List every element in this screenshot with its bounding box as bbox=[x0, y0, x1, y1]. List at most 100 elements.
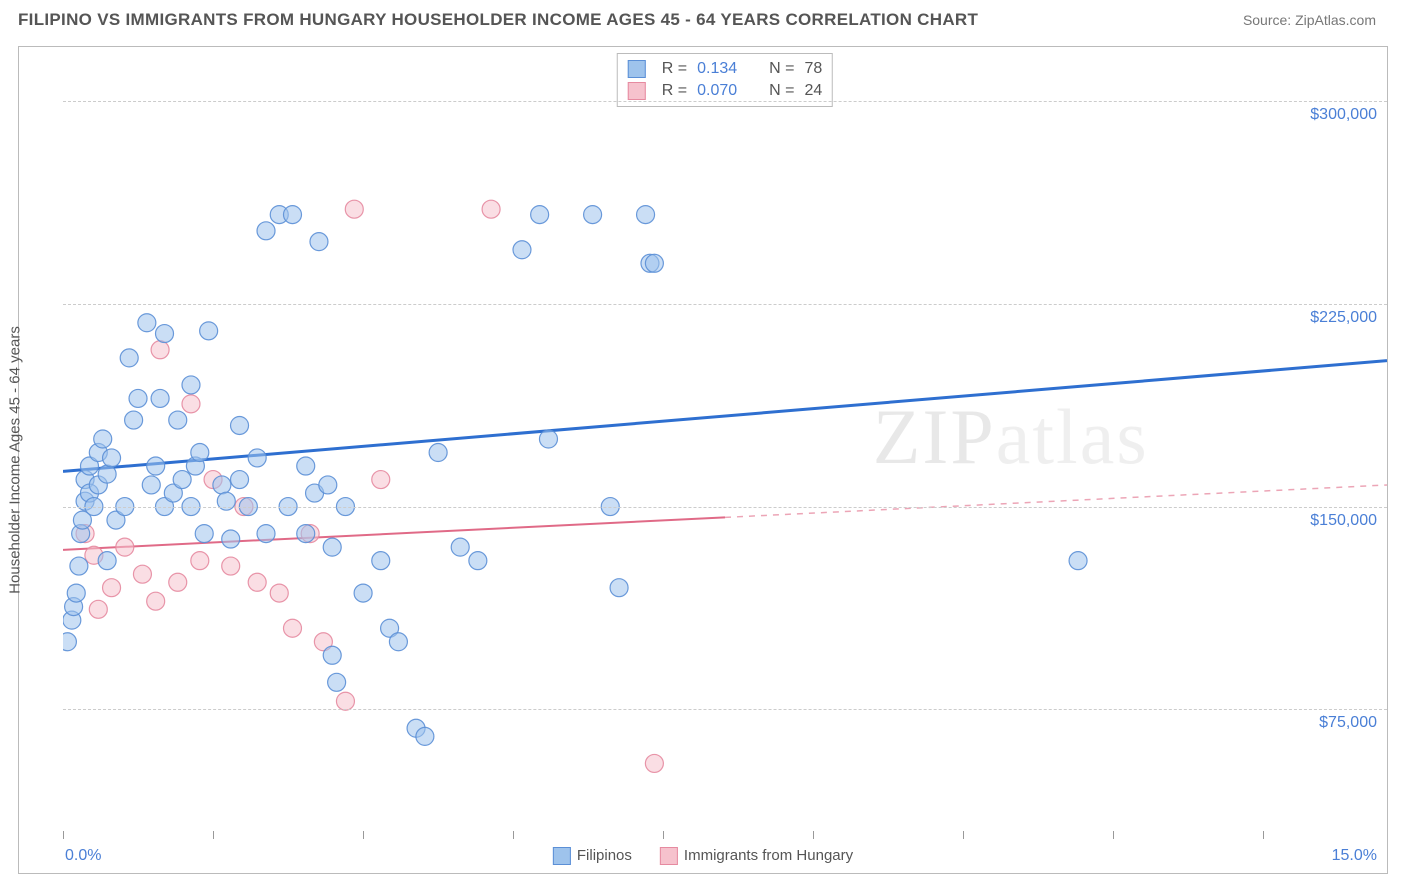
gridline-h bbox=[63, 709, 1387, 710]
gridline-h bbox=[63, 507, 1387, 508]
stat-r-value: 0.070 bbox=[697, 82, 751, 100]
scatter-point bbox=[94, 430, 112, 448]
scatter-point bbox=[372, 552, 390, 570]
x-tick bbox=[1263, 831, 1264, 839]
plot-area: ZIPatlas R =0.134N =78R =0.070N =24 $75,… bbox=[63, 47, 1387, 831]
scatter-point bbox=[173, 471, 191, 489]
scatter-point bbox=[169, 411, 187, 429]
legend-swatch bbox=[628, 82, 646, 100]
scatter-point bbox=[310, 233, 328, 251]
scatter-point bbox=[147, 457, 165, 475]
scatter-point bbox=[584, 206, 602, 224]
scatter-point bbox=[200, 322, 218, 340]
legend-label: Immigrants from Hungary bbox=[684, 847, 853, 864]
x-axis-max-label: 15.0% bbox=[1332, 847, 1377, 865]
scatter-point bbox=[89, 600, 107, 618]
scatter-point bbox=[323, 538, 341, 556]
x-tick bbox=[363, 831, 364, 839]
scatter-point bbox=[191, 552, 209, 570]
scatter-point bbox=[257, 222, 275, 240]
scatter-point bbox=[195, 525, 213, 543]
stat-n-label: N = bbox=[769, 60, 794, 78]
stat-r-label: R = bbox=[662, 60, 687, 78]
correlation-stats-box: R =0.134N =78R =0.070N =24 bbox=[617, 53, 833, 107]
scatter-point bbox=[63, 633, 76, 651]
scatter-point bbox=[248, 573, 266, 591]
chart-header: FILIPINO VS IMMIGRANTS FROM HUNGARY HOUS… bbox=[0, 0, 1406, 36]
x-axis-min-label: 0.0% bbox=[65, 847, 101, 865]
scatter-point bbox=[531, 206, 549, 224]
stat-n-value: 78 bbox=[804, 60, 822, 78]
legend-swatch bbox=[660, 847, 678, 865]
scatter-point bbox=[116, 538, 134, 556]
x-tick bbox=[663, 831, 664, 839]
scatter-point bbox=[213, 476, 231, 494]
scatter-point bbox=[297, 525, 315, 543]
stat-n-value: 24 bbox=[804, 82, 822, 100]
scatter-point bbox=[539, 430, 557, 448]
scatter-point bbox=[328, 673, 346, 691]
scatter-point bbox=[125, 411, 143, 429]
stat-r-value: 0.134 bbox=[697, 60, 751, 78]
scatter-point bbox=[513, 241, 531, 259]
scatter-point bbox=[182, 376, 200, 394]
scatter-point bbox=[372, 471, 390, 489]
legend-swatch bbox=[553, 847, 571, 865]
scatter-point bbox=[147, 592, 165, 610]
scatter-point bbox=[645, 254, 663, 272]
legend-item: Immigrants from Hungary bbox=[660, 847, 853, 865]
scatter-point bbox=[231, 471, 249, 489]
scatter-point bbox=[482, 200, 500, 218]
scatter-point bbox=[416, 727, 434, 745]
scatter-point bbox=[610, 579, 628, 597]
scatter-point bbox=[297, 457, 315, 475]
scatter-point bbox=[133, 565, 151, 583]
scatter-point bbox=[469, 552, 487, 570]
stat-row: R = 0.134 N = 78 bbox=[628, 58, 822, 80]
legend-swatch bbox=[628, 60, 646, 78]
scatter-point bbox=[429, 444, 447, 462]
scatter-point bbox=[257, 525, 275, 543]
gridline-h bbox=[63, 304, 1387, 305]
scatter-point bbox=[354, 584, 372, 602]
chart-source: Source: ZipAtlas.com bbox=[1243, 12, 1376, 28]
scatter-point bbox=[336, 692, 354, 710]
scatter-point bbox=[637, 206, 655, 224]
stat-row: R =0.070N =24 bbox=[628, 80, 822, 102]
scatter-point bbox=[222, 557, 240, 575]
x-tick bbox=[813, 831, 814, 839]
scatter-point bbox=[67, 584, 85, 602]
stat-r-label: R = bbox=[662, 82, 687, 100]
scatter-point bbox=[248, 449, 266, 467]
x-tick bbox=[963, 831, 964, 839]
x-tick bbox=[63, 831, 64, 839]
gridline-h bbox=[63, 101, 1387, 102]
scatter-point bbox=[451, 538, 469, 556]
scatter-point bbox=[182, 395, 200, 413]
y-tick-label: $300,000 bbox=[1310, 106, 1377, 124]
scatter-point bbox=[98, 465, 116, 483]
x-tick bbox=[513, 831, 514, 839]
scatter-point bbox=[319, 476, 337, 494]
scatter-point bbox=[1069, 552, 1087, 570]
scatter-point bbox=[129, 389, 147, 407]
scatter-point bbox=[103, 579, 121, 597]
scatter-point bbox=[103, 449, 121, 467]
scatter-svg bbox=[63, 47, 1387, 831]
y-tick-label: $150,000 bbox=[1310, 512, 1377, 530]
scatter-point bbox=[70, 557, 88, 575]
scatter-point bbox=[191, 444, 209, 462]
scatter-point bbox=[151, 341, 169, 359]
legend-item: Filipinos bbox=[553, 847, 632, 865]
scatter-point bbox=[345, 200, 363, 218]
chart-title: FILIPINO VS IMMIGRANTS FROM HUNGARY HOUS… bbox=[18, 10, 978, 30]
scatter-point bbox=[98, 552, 116, 570]
scatter-point bbox=[389, 633, 407, 651]
scatter-point bbox=[169, 573, 187, 591]
y-axis-label: Householder Income Ages 45 - 64 years bbox=[7, 326, 24, 594]
scatter-point bbox=[645, 754, 663, 772]
trend-line-extrapolated bbox=[725, 485, 1387, 517]
x-tick bbox=[213, 831, 214, 839]
trend-line bbox=[63, 517, 725, 549]
scatter-point bbox=[270, 584, 288, 602]
